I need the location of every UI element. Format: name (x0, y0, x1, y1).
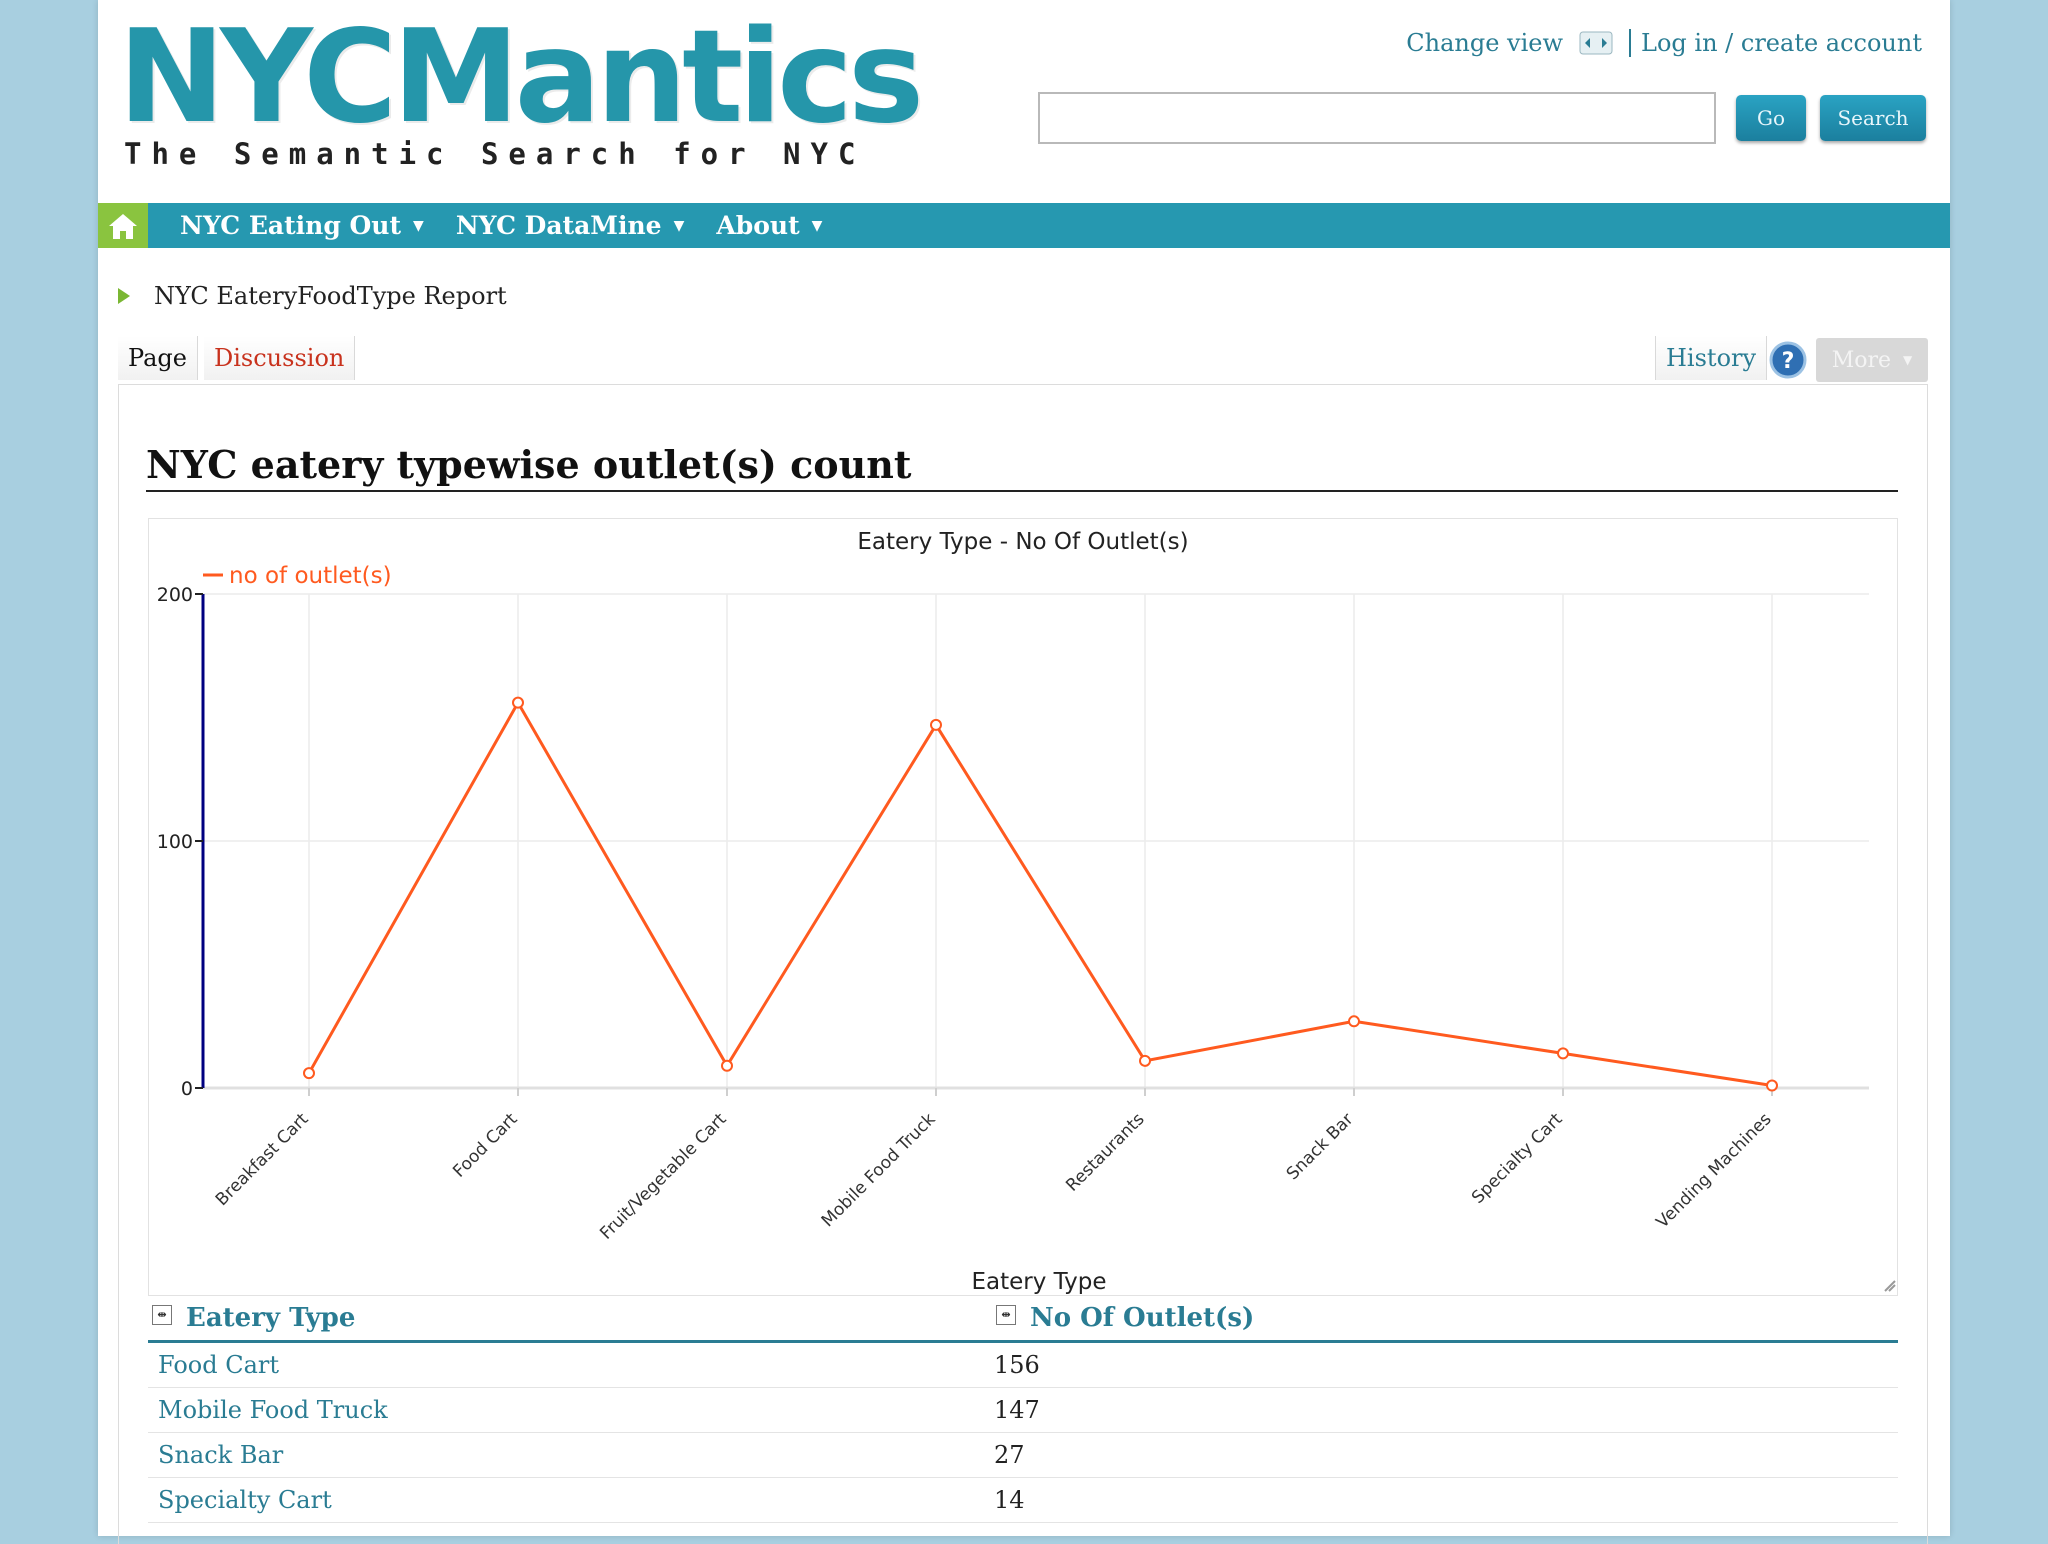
chevron-down-icon: ▼ (1903, 353, 1913, 367)
change-view-icon[interactable] (1579, 31, 1613, 55)
tab-discussion[interactable]: Discussion (204, 336, 356, 380)
data-point (1766, 1079, 1778, 1092)
chevron-down-icon: ▼ (811, 217, 823, 234)
y-tick-label: 100 (157, 831, 193, 853)
data-point (303, 1067, 315, 1080)
table-row: Specialty Cart 14 (148, 1477, 1898, 1523)
data-point (1557, 1047, 1569, 1060)
chevron-down-icon: ▼ (673, 217, 685, 234)
series-line (307, 699, 1773, 1088)
nav-item-datamine[interactable]: NYC DataMine ▼ (456, 211, 685, 240)
column-header-eatery-type[interactable]: ⇹ Eatery Type (148, 1296, 992, 1343)
search-button[interactable]: Search (1820, 95, 1926, 141)
go-button[interactable]: Go (1736, 95, 1806, 141)
sort-icon[interactable]: ⇹ (996, 1305, 1016, 1325)
page-container: NYCMantics The Semantic Search for NYC C… (98, 0, 1950, 1544)
resize-handle-icon[interactable] (1884, 1280, 1896, 1292)
breadcrumb-label: NYC EateryFoodType Report (154, 282, 507, 310)
legend-label: no of outlet(s) (229, 563, 392, 589)
tab-history[interactable]: History (1655, 336, 1768, 380)
link-separator (1629, 29, 1632, 57)
chart-series (303, 696, 1778, 1092)
table-header-row: ⇹ Eatery Type ⇹ No Of Outlet(s) (148, 1296, 1898, 1343)
breadcrumb: NYC EateryFoodType Report (118, 278, 507, 314)
x-tick-label: Food Cart (449, 1109, 521, 1181)
main-nav: NYC Eating Out ▼ NYC DataMine ▼ About ▼ (98, 203, 1950, 248)
content-frame (118, 384, 1928, 1544)
login-link[interactable]: Log in / create account (1641, 29, 1922, 57)
table-row: Snack Bar 27 (148, 1432, 1898, 1478)
x-tick-label: Vending Machines (1652, 1109, 1775, 1232)
home-icon (109, 213, 137, 239)
x-tick-label: Snack Bar (1283, 1109, 1358, 1184)
tab-page[interactable]: Page (118, 336, 198, 380)
data-point (721, 1059, 733, 1072)
chevron-down-icon: ▼ (413, 217, 424, 234)
nav-item-label: About (716, 211, 800, 240)
line-chart: Eatery Type - No Of Outlet(s) no of outl… (157, 529, 1896, 1295)
x-tick-label: Breakfast Cart (212, 1109, 313, 1210)
outlet-count: 14 (992, 1477, 1898, 1523)
column-header-label: No Of Outlet(s) (1030, 1303, 1255, 1333)
data-point (1139, 1054, 1151, 1067)
x-tick-label: Fruit/Vegetable Cart (596, 1109, 730, 1243)
page-title: NYC eatery typewise outlet(s) count (146, 440, 1898, 492)
help-icon[interactable]: ? (1768, 340, 1808, 380)
top-links: Change view Log in / create account (1406, 26, 1922, 60)
chart-container: Eatery Type - No Of Outlet(s) no of outl… (148, 518, 1898, 1296)
data-point (1348, 1015, 1360, 1028)
breadcrumb-arrow-icon (118, 288, 130, 304)
nav-item-about[interactable]: About ▼ (716, 211, 822, 240)
chart-grid (203, 593, 1869, 1089)
eatery-type-link[interactable]: Food Cart (148, 1341, 992, 1388)
x-axis-label: Eatery Type (971, 1269, 1106, 1295)
outlet-count: 27 (992, 1432, 1898, 1478)
chart-title: Eatery Type - No Of Outlet(s) (857, 529, 1188, 555)
site-tagline: The Semantic Search for NYC (124, 137, 866, 171)
table-row: Mobile Food Truck 147 (148, 1387, 1898, 1433)
table-row: Food Cart 156 (148, 1341, 1898, 1388)
y-tick-label: 200 (157, 584, 193, 606)
search-input[interactable] (1038, 92, 1716, 144)
column-header-outlets[interactable]: ⇹ No Of Outlet(s) (992, 1296, 1898, 1343)
data-table: ⇹ Eatery Type ⇹ No Of Outlet(s) Food Cart … (148, 1296, 1898, 1523)
column-header-label: Eatery Type (186, 1303, 356, 1333)
eatery-type-link[interactable]: Mobile Food Truck (148, 1387, 992, 1433)
home-button[interactable] (98, 203, 148, 248)
data-point (930, 718, 942, 731)
y-tick-label: 0 (181, 1078, 193, 1100)
chart-axes: 0 100 200 (157, 584, 1869, 1100)
x-tick-label: Restaurants (1062, 1109, 1148, 1195)
more-menu-button[interactable]: More ▼ (1816, 338, 1928, 382)
x-tick-labels: Breakfast Cart Food Cart Fruit/Vegetable C… (212, 1109, 1776, 1243)
data-point (512, 696, 524, 709)
site-logo[interactable]: NYCMantics (118, 3, 924, 152)
outlet-count: 147 (992, 1387, 1898, 1433)
nav-item-label: NYC DataMine (455, 211, 662, 240)
x-tick-label: Specialty Cart (1468, 1109, 1567, 1208)
more-label: More (1831, 347, 1892, 373)
eatery-type-link[interactable]: Snack Bar (148, 1432, 992, 1478)
x-tick-label: Mobile Food Truck (818, 1109, 940, 1231)
nav-item-eating-out[interactable]: NYC Eating Out ▼ (180, 211, 424, 240)
nav-item-label: NYC Eating Out (180, 211, 402, 240)
sort-icon[interactable]: ⇹ (152, 1305, 172, 1325)
svg-text:?: ? (1782, 349, 1795, 374)
change-view-link[interactable]: Change view (1406, 29, 1564, 57)
outlet-count: 156 (992, 1341, 1898, 1388)
eatery-type-link[interactable]: Specialty Cart (148, 1477, 992, 1523)
